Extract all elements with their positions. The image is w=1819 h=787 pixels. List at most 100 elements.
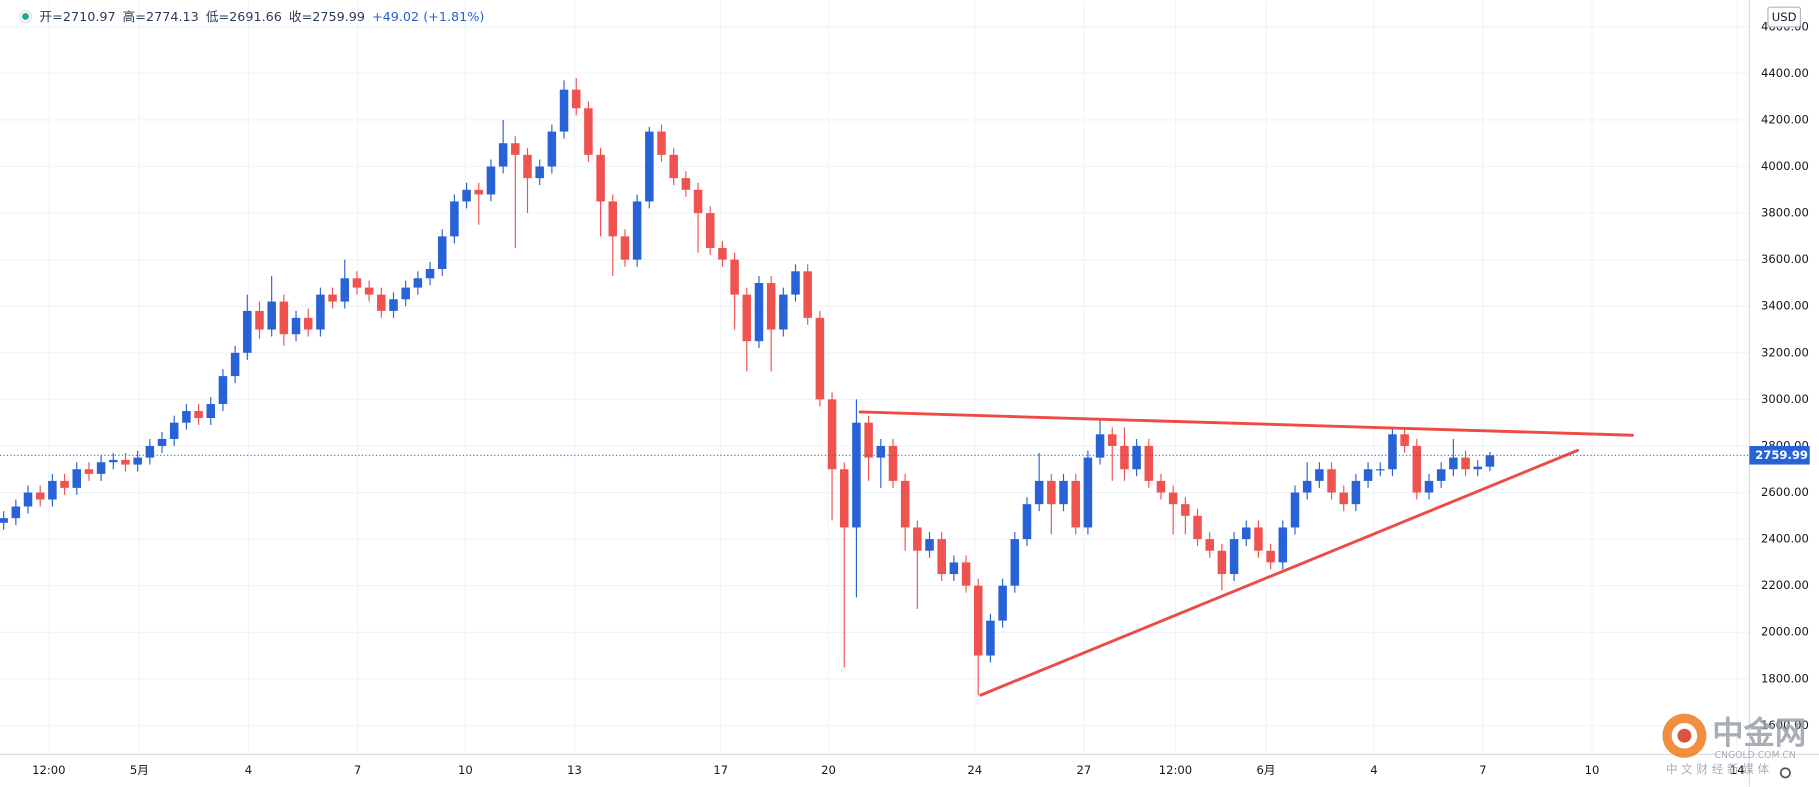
candle-body bbox=[218, 376, 228, 405]
candle-body bbox=[230, 352, 240, 377]
candle-body bbox=[121, 459, 130, 465]
status-dot bbox=[22, 12, 30, 20]
y-tick-label: 3000.00 bbox=[1761, 392, 1809, 406]
candle-body bbox=[559, 89, 569, 132]
candle-body bbox=[316, 294, 325, 330]
candle-body bbox=[1132, 445, 1141, 470]
candle-body bbox=[852, 422, 861, 528]
candle-body bbox=[1388, 434, 1397, 470]
candle-body bbox=[1168, 492, 1178, 505]
candle-body bbox=[1193, 515, 1202, 540]
candle-body bbox=[437, 236, 447, 269]
x-tick-label: 13 bbox=[567, 763, 582, 777]
currency-box bbox=[1767, 6, 1802, 28]
header-item: 收=2759.99 bbox=[289, 10, 365, 25]
x-tick-label: 4 bbox=[245, 763, 252, 777]
candle-body bbox=[523, 154, 532, 179]
candle-body bbox=[1107, 434, 1117, 446]
candle-body bbox=[23, 492, 33, 507]
candle-body bbox=[864, 422, 873, 458]
header-item: 高=2774.13 bbox=[123, 9, 199, 25]
candle-body bbox=[462, 189, 471, 202]
candle-body bbox=[1047, 480, 1056, 505]
candle-body bbox=[255, 310, 264, 330]
candle-body bbox=[596, 154, 605, 202]
candle-body bbox=[206, 404, 216, 419]
x-tick-label: 10 bbox=[1585, 763, 1600, 777]
y-tick-label: 2400.00 bbox=[1761, 532, 1809, 546]
candle-body bbox=[450, 201, 459, 237]
candle-body bbox=[1485, 455, 1495, 467]
candle-body bbox=[60, 480, 69, 488]
candle-body bbox=[937, 539, 946, 575]
y-tick-label: 3400.00 bbox=[1761, 299, 1809, 313]
currency: USD bbox=[1772, 10, 1797, 24]
candle-body bbox=[1461, 457, 1470, 470]
x-tick-label: 4 bbox=[1370, 763, 1377, 777]
header-item: 开=2710.97 bbox=[39, 10, 115, 25]
candle-body bbox=[657, 131, 666, 155]
grid bbox=[0, 0, 1750, 755]
candle-body bbox=[1473, 466, 1482, 470]
candle-body bbox=[730, 259, 739, 295]
candle-body bbox=[303, 317, 313, 330]
x-tick-label: 10 bbox=[458, 763, 473, 777]
candle-body bbox=[340, 278, 350, 302]
watermark: 中金网 CNGOLD.COM.CN 中 文 财 经 新 媒 体 bbox=[1662, 713, 1806, 776]
candle-body bbox=[1302, 480, 1312, 493]
y-tick-label: 1800.00 bbox=[1761, 671, 1809, 685]
settings-icon[interactable] bbox=[1779, 767, 1791, 779]
x-tick-label: 6月 bbox=[1257, 763, 1276, 777]
candle-body bbox=[109, 459, 118, 463]
candle-body bbox=[1010, 539, 1020, 586]
plot bbox=[0, 78, 1750, 697]
candle-body bbox=[1022, 504, 1032, 540]
candle-body bbox=[876, 445, 886, 458]
x-tick-label: 7 bbox=[1479, 763, 1486, 777]
candle-body bbox=[998, 585, 1007, 621]
candle-body bbox=[791, 271, 800, 295]
candle-body bbox=[157, 438, 167, 446]
candle-body bbox=[620, 236, 630, 260]
candle-body bbox=[766, 282, 776, 330]
candle-body bbox=[1449, 457, 1458, 470]
logo-core bbox=[1677, 728, 1692, 743]
candle-body bbox=[571, 89, 581, 109]
candle-body bbox=[815, 317, 825, 400]
x-tick-label: 24 bbox=[967, 763, 982, 777]
candle-body bbox=[1351, 480, 1361, 505]
candle-body bbox=[1217, 550, 1227, 575]
candle-body bbox=[1229, 539, 1239, 575]
candle-body bbox=[498, 143, 508, 167]
candle-body bbox=[511, 143, 520, 155]
candle-body bbox=[267, 301, 276, 330]
candle-body bbox=[1059, 480, 1068, 505]
candle-body bbox=[754, 282, 764, 342]
candle-body bbox=[1376, 469, 1385, 471]
candle-body bbox=[352, 278, 362, 288]
candle-body bbox=[1095, 434, 1105, 458]
header-item: +49.02 (+1.81%) bbox=[372, 10, 484, 25]
candle-body bbox=[389, 299, 398, 311]
candle-body bbox=[681, 178, 691, 190]
candle-body bbox=[84, 469, 94, 474]
candle-body bbox=[1156, 480, 1166, 493]
candle-body bbox=[1400, 434, 1409, 446]
watermark-slogan: 中 文 财 经 新 媒 体 bbox=[1666, 762, 1770, 776]
candle-body bbox=[486, 166, 496, 195]
candle-body bbox=[1034, 480, 1044, 505]
x-tick-label: 7 bbox=[354, 763, 361, 777]
candle-body bbox=[1083, 457, 1093, 528]
axes: 1600.00 1800.00 2000.00 2200.00 2400.00 2600.… bbox=[32, 19, 1810, 777]
candle-body bbox=[1339, 492, 1348, 505]
candle-body bbox=[949, 562, 959, 575]
y-tick-label: 2000.00 bbox=[1761, 625, 1809, 639]
candle-body bbox=[364, 287, 374, 295]
watermark-brand: 中金网 bbox=[1712, 715, 1806, 752]
y-tick-label: 3600.00 bbox=[1761, 252, 1809, 266]
candle-body bbox=[1436, 469, 1446, 481]
candle-body bbox=[1144, 445, 1154, 481]
candle-body bbox=[328, 294, 337, 302]
x-tick-label: 12:00 bbox=[1159, 763, 1192, 777]
candle-body bbox=[986, 620, 995, 656]
